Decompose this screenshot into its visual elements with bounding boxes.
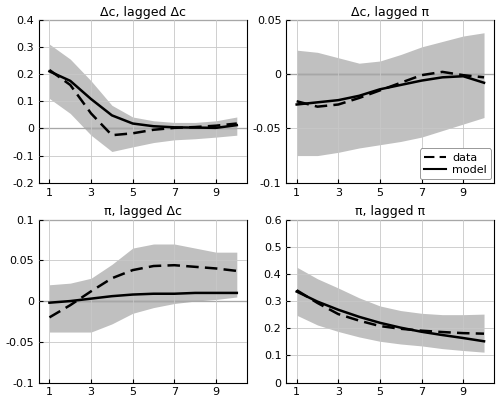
Legend: data, model: data, model	[420, 148, 491, 179]
Title: π, lagged π: π, lagged π	[356, 206, 426, 218]
Title: Δc, lagged π: Δc, lagged π	[352, 6, 430, 19]
Title: Δc, lagged Δc: Δc, lagged Δc	[100, 6, 186, 19]
Title: π, lagged Δc: π, lagged Δc	[104, 206, 182, 218]
